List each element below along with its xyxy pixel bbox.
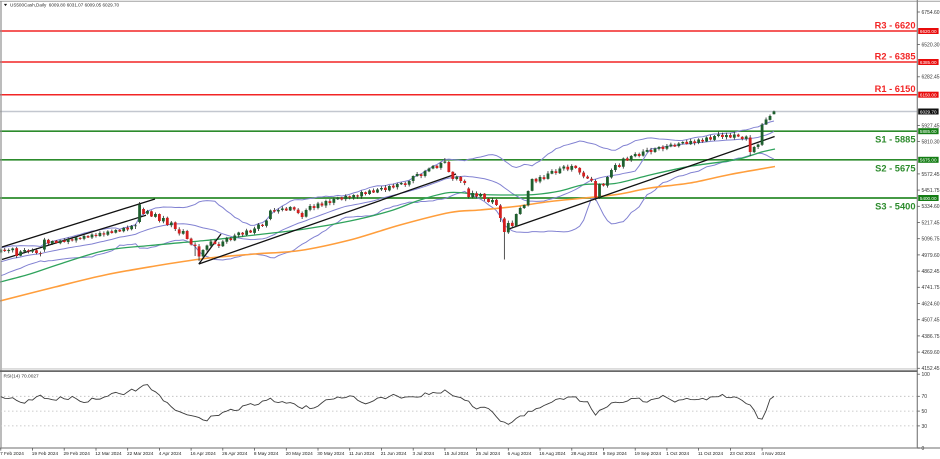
- svg-text:26 Apr 2024: 26 Apr 2024: [222, 451, 248, 456]
- svg-text:5885.00: 5885.00: [920, 129, 937, 134]
- svg-text:4624.60: 4624.60: [922, 301, 940, 307]
- svg-text:5451.75: 5451.75: [922, 188, 940, 194]
- svg-text:4 Nov 2024: 4 Nov 2024: [761, 451, 785, 456]
- svg-text:19 Sep 2024: 19 Sep 2024: [635, 451, 662, 456]
- svg-text:6520.30: 6520.30: [922, 42, 940, 48]
- svg-text:6150.00: 6150.00: [920, 93, 937, 98]
- svg-text:4741.75: 4741.75: [922, 285, 940, 291]
- svg-text:16 Aug 2024: 16 Aug 2024: [539, 451, 566, 456]
- svg-text:4 Apr 2024: 4 Apr 2024: [159, 451, 182, 456]
- svg-text:70: 70: [922, 394, 928, 400]
- svg-text:5400.00: 5400.00: [920, 196, 937, 201]
- svg-text:6620.00: 6620.00: [920, 29, 937, 34]
- svg-text:4979.60: 4979.60: [922, 253, 940, 259]
- svg-text:4269.60: 4269.60: [922, 350, 940, 356]
- svg-text:S2 - 5675: S2 - 5675: [875, 163, 915, 173]
- svg-text:21 Jun 2024: 21 Jun 2024: [381, 451, 407, 456]
- svg-text:0: 0: [922, 446, 925, 452]
- svg-text:5572.45: 5572.45: [922, 172, 940, 178]
- svg-text:16 Apr 2024: 16 Apr 2024: [190, 451, 216, 456]
- svg-text:6385.00: 6385.00: [920, 60, 937, 65]
- svg-text:25 Jul 2024: 25 Jul 2024: [476, 451, 501, 456]
- svg-text:30: 30: [922, 424, 928, 430]
- svg-text:RSI(14) 70.0027: RSI(14) 70.0027: [4, 373, 40, 379]
- svg-text:20 May 2024: 20 May 2024: [286, 451, 313, 456]
- svg-text:28 Aug 2024: 28 Aug 2024: [571, 451, 598, 456]
- svg-text:R2 - 6385: R2 - 6385: [875, 51, 916, 61]
- svg-text:R3 - 6620: R3 - 6620: [875, 20, 916, 30]
- svg-text:US500Cash,Daily 6009.80 6031.: US500Cash,Daily 6009.80 6031.07 6009.05 …: [10, 3, 120, 8]
- svg-text:6754.60: 6754.60: [922, 10, 940, 16]
- svg-text:9 Sep 2024: 9 Sep 2024: [603, 451, 627, 456]
- svg-text:22 Mar 2024: 22 Mar 2024: [127, 451, 154, 456]
- svg-text:5927.45: 5927.45: [922, 123, 940, 129]
- svg-text:29 Feb 2024: 29 Feb 2024: [64, 451, 91, 456]
- svg-text:4862.45: 4862.45: [922, 269, 940, 275]
- svg-text:11 Jun 2024: 11 Jun 2024: [349, 451, 375, 456]
- svg-text:S1 - 5885: S1 - 5885: [875, 135, 915, 145]
- svg-text:S3 - 5400: S3 - 5400: [875, 202, 915, 212]
- svg-text:6282.45: 6282.45: [922, 75, 940, 81]
- svg-text:3 Jul 2024: 3 Jul 2024: [413, 451, 435, 456]
- svg-text:5096.75: 5096.75: [922, 237, 940, 243]
- svg-text:11 Oct 2024: 11 Oct 2024: [698, 451, 724, 456]
- svg-text:23 Oct 2024: 23 Oct 2024: [730, 451, 756, 456]
- svg-text:5217.45: 5217.45: [922, 220, 940, 226]
- svg-text:19 Feb 2024: 19 Feb 2024: [32, 451, 59, 456]
- svg-text:R1 - 6150: R1 - 6150: [875, 84, 916, 94]
- svg-text:12 Mar 2024: 12 Mar 2024: [95, 451, 122, 456]
- svg-text:7 Feb 2024: 7 Feb 2024: [0, 451, 24, 456]
- svg-text:4152.45: 4152.45: [922, 366, 940, 372]
- svg-text:4386.75: 4386.75: [922, 334, 940, 340]
- svg-text:5675.00: 5675.00: [920, 158, 937, 163]
- svg-text:5334.60: 5334.60: [922, 204, 940, 210]
- svg-text:50: 50: [922, 409, 928, 415]
- svg-text:30 May 2024: 30 May 2024: [317, 451, 344, 456]
- svg-text:8 May 2024: 8 May 2024: [254, 451, 279, 456]
- svg-text:6029.70: 6029.70: [920, 109, 937, 114]
- svg-text:4507.45: 4507.45: [922, 318, 940, 324]
- svg-text:6 Aug 2024: 6 Aug 2024: [508, 451, 532, 456]
- svg-text:15 Jul 2024: 15 Jul 2024: [444, 451, 469, 456]
- svg-text:1 Oct 2024: 1 Oct 2024: [666, 451, 689, 456]
- svg-text:100: 100: [922, 372, 931, 378]
- svg-text:5810.30: 5810.30: [922, 140, 940, 146]
